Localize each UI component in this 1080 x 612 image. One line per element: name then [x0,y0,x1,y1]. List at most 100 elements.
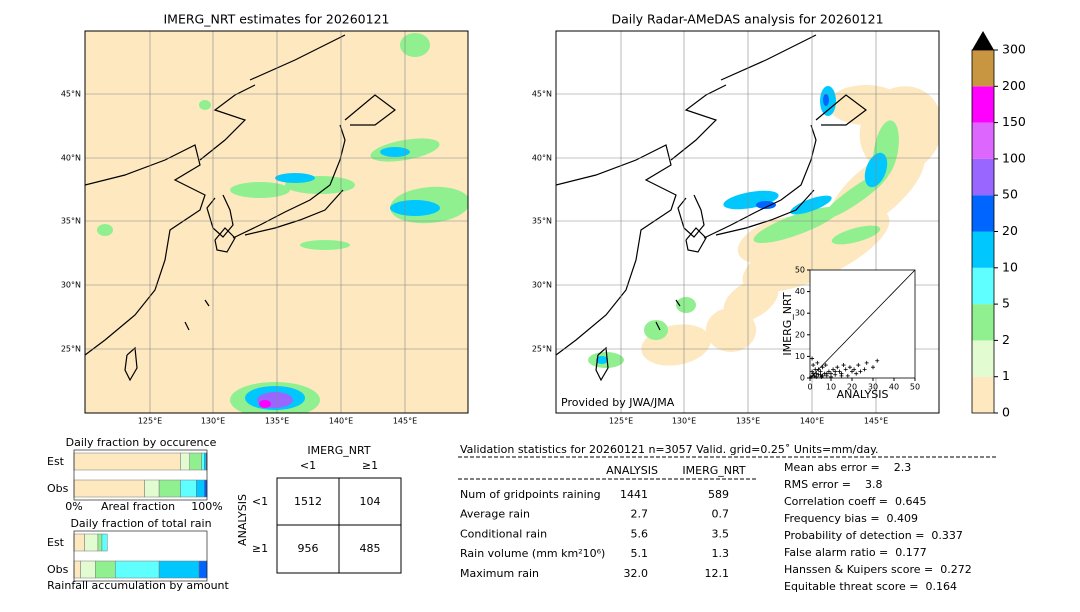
bar-segment [144,479,160,498]
bar-segment [158,479,181,498]
table-cell: 104 [360,495,381,508]
colorbar-label: 100 [1002,150,1026,165]
scatter-point [815,360,820,365]
scatter-point [854,371,859,376]
map-frame [84,30,469,414]
scatter-point [811,363,816,368]
map-background [85,31,468,413]
bar-segment [73,533,85,552]
rain-area [723,278,779,322]
bar-segment [158,560,200,579]
colorbar-extension [972,31,994,50]
stat-name: Conditional rain [460,527,547,540]
scatter-point [858,369,863,374]
coastline [232,124,346,239]
coastline [655,321,661,331]
credit: Provided by JWA/JMA [561,396,675,409]
coastline [815,94,867,126]
x-tick-label: 0% [65,500,82,513]
x-tick-label: 0 [807,383,812,392]
column-label: ≥1 [362,459,378,472]
lon-label: 135°E [265,417,289,426]
row-label: ≥1 [252,542,268,555]
lat-label: 25°N [61,345,81,354]
stat-name: Rain volume (mm km²10⁶) [460,547,605,560]
lon-label: 135°E [736,417,760,426]
rain-area [823,94,829,106]
scatter-point [810,356,815,361]
x-tick-label: 40 [889,383,899,392]
colorbar-label: 0 [1002,405,1010,420]
scatter-point [862,367,867,372]
x-tick-label: 30 [868,383,878,392]
row-title: ANALYSIS [236,494,249,546]
bar-segment [114,560,160,579]
stat-value: 3.5 [712,527,730,540]
stat-name: Maximum rain [460,567,539,580]
colorbar-label: 200 [1002,78,1026,93]
scatter-point [829,374,833,379]
coastline [204,299,210,307]
coastline [685,227,707,253]
lat-label: 40°N [532,154,552,163]
rain-area [259,400,271,408]
rain-area [380,147,410,157]
rain-area [275,173,315,183]
lon-label: 140°E [800,417,824,426]
y-tick-label: 0 [800,374,805,383]
scatter-point [856,363,861,368]
colorbar-label: 300 [1002,42,1026,57]
bar-segment [198,560,208,579]
stat-value: 1441 [620,488,648,501]
bar-segment [97,533,103,552]
diagonal [809,269,916,379]
scatter-point [864,360,869,365]
scatter-point [875,358,880,363]
rain-area [676,297,696,313]
stat-value: 2.7 [631,508,649,521]
bar-segment [101,533,108,552]
scatter-point [843,367,848,372]
scatter-point [824,371,829,376]
lat-label: 35°N [532,217,552,226]
bar-segment [73,560,81,579]
scatter-point [841,363,846,368]
map-title: IMERG_NRT estimates for 20260121 [163,12,389,27]
coastline [244,189,344,236]
y-tick-label: 20 [795,330,805,339]
row-label: <1 [252,495,268,508]
scatter-point [835,365,840,370]
stat-value: 12.1 [705,567,730,580]
table-cell: 1512 [294,495,322,508]
coastline [249,34,346,81]
table-title: IMERG_NRT [307,444,370,457]
colorbar-swatch [972,340,994,377]
scatter-point [809,374,814,379]
colorbar-label: 2 [1002,332,1010,347]
rain-area [753,206,839,244]
bar-segment [180,479,197,498]
row-label: Est [47,455,65,468]
coastline [214,227,236,253]
scatter-point [820,365,825,370]
lat-label: 30°N [61,281,81,290]
bar-segment [196,479,205,498]
scatter-point [816,367,821,372]
map-title: Daily Radar-AMeDAS analysis for 20260121 [611,12,883,27]
row-label: Obs [47,482,69,495]
scatter-point [810,369,815,374]
rain-area [199,100,211,110]
colorbar-swatch [972,122,994,159]
lat-label: 45°N [61,90,81,99]
bar-segment [73,479,145,498]
table-cell: 485 [360,542,381,555]
table-cell: 956 [298,542,319,555]
scatter-point [814,374,819,379]
colorbar-swatch [972,158,994,196]
stat-value: 5.1 [631,547,649,560]
coastline [85,144,206,356]
map-layer [85,31,468,413]
bar-segment [180,452,190,471]
y-axis-label: IMERG_NRT [781,292,794,355]
